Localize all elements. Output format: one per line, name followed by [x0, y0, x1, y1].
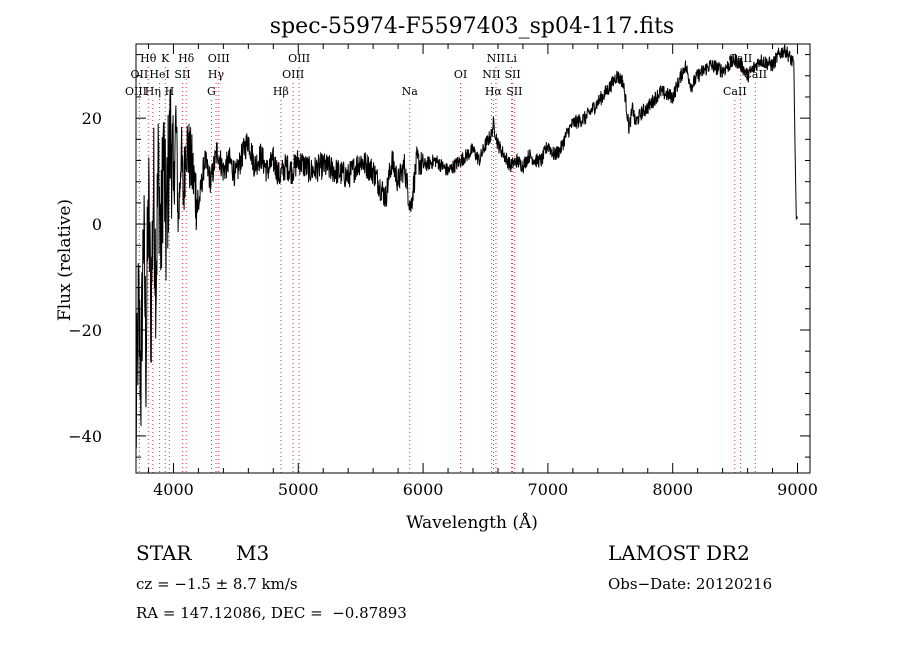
marker-label: CaII	[723, 85, 747, 98]
marker-label: OII	[131, 68, 149, 81]
redshift-velocity: cz = −1.5 ± 8.7 km/s	[136, 575, 298, 593]
x-axis-label: Wavelength (Å)	[406, 512, 538, 533]
y-tick-label: 20	[82, 109, 102, 128]
marker-label: SII	[504, 68, 520, 81]
marker-label: NII	[482, 68, 500, 81]
plot-frame	[135, 43, 811, 474]
marker-label: Hθ	[140, 52, 157, 65]
y-tick-label: −20	[68, 321, 102, 340]
marker-label: Li	[506, 52, 517, 65]
marker-label: OIII	[282, 68, 304, 81]
marker-label: Hα	[485, 85, 503, 98]
x-tick-label: 4000	[153, 480, 194, 499]
y-tick-labels: −40 −20 0 20	[68, 109, 102, 446]
chart-title: spec-55974-F5597403_sp04-117.fits	[270, 14, 674, 39]
marker-label: G	[207, 85, 216, 98]
marker-label: OIII	[288, 52, 310, 65]
marker-label: OI	[454, 68, 467, 81]
emission-line-markers	[135, 67, 756, 473]
marker-label: Hη	[145, 85, 161, 98]
object-class: STAR	[136, 541, 192, 565]
marker-label: Na	[402, 85, 419, 98]
marker-label: NII	[487, 52, 505, 65]
marker-label: SII	[506, 85, 522, 98]
spectrum-series-line	[135, 43, 798, 449]
y-tick-label: 0	[92, 215, 102, 234]
x-tick-label: 7000	[528, 480, 569, 499]
x-tick-label: 9000	[777, 480, 818, 499]
sky-coordinates: RA = 147.12086, DEC = −0.87893	[136, 604, 407, 622]
marker-label: K	[161, 52, 170, 65]
y-tick-label: −40	[68, 427, 102, 446]
x-tick-label: 8000	[652, 480, 693, 499]
marker-label: OIII	[208, 52, 230, 65]
y-axis-label: Flux (relative)	[55, 199, 75, 321]
marker-label: SII	[174, 68, 190, 81]
object-subclass: M3	[236, 541, 270, 565]
marker-label: Hβ	[273, 85, 289, 98]
marker-label: Hδ	[178, 52, 195, 65]
x-tick-label: 6000	[403, 480, 444, 499]
survey-name: LAMOST DR2	[608, 541, 750, 565]
axis-ticks	[136, 44, 810, 473]
observation-date: Obs−Date: 20120216	[608, 575, 773, 593]
x-tick-labels: 4000 5000 6000 7000 8000 9000	[153, 480, 818, 499]
marker-label: Hγ	[208, 68, 225, 81]
marker-label: HeI	[149, 68, 169, 81]
marker-label: H	[165, 85, 175, 98]
x-tick-label: 5000	[278, 480, 319, 499]
